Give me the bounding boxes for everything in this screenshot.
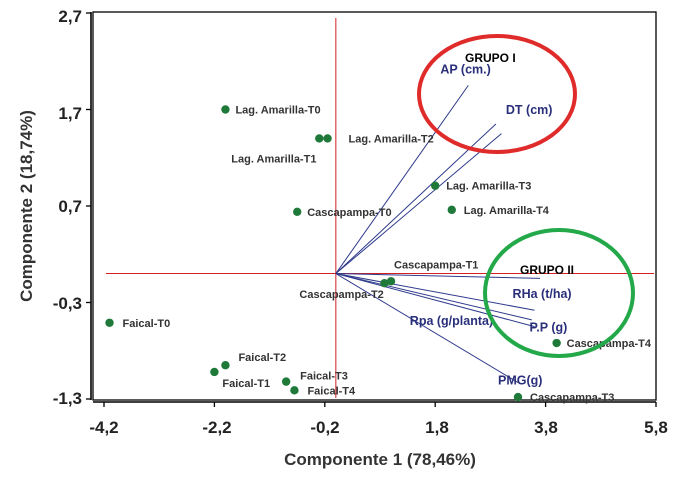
loading-vectors: AP (cm.) DT (cm) RHa (t/ha) P.P (g) Rpa (g/p…	[335, 62, 572, 388]
vector-label: AP (cm.)	[440, 62, 490, 76]
point-label: Cascapampa-T0	[307, 207, 391, 219]
group-label: GRUPO II	[520, 263, 574, 277]
loading-vector	[335, 273, 519, 384]
point-label: Faical-T0	[123, 318, 171, 330]
score-point	[293, 207, 302, 216]
loading-vector	[335, 133, 502, 274]
x-tick-label: 5,8	[644, 418, 668, 437]
loading-vector	[335, 273, 532, 321]
group-ellipses: GRUPO I GRUPO II	[417, 34, 635, 358]
plot-frame	[92, 11, 657, 401]
x-axis-title: Componente 1 (78,46%)	[284, 450, 476, 469]
point-label: Cascapampa-T3	[530, 392, 614, 404]
loading-vector	[335, 273, 535, 328]
point-label: Lag. Amarilla-T0	[235, 105, 320, 117]
point-label: Cascapampa-T4	[567, 338, 652, 350]
loading-vector	[335, 273, 541, 279]
y-tick-label: 2,7	[58, 7, 82, 26]
score-point	[447, 205, 456, 215]
score-point	[281, 377, 291, 386]
x-tick-label: 1,8	[425, 418, 449, 437]
group-ellipse	[483, 228, 635, 358]
score-point	[221, 361, 230, 370]
score-point	[552, 338, 561, 348]
score-points: Lag. Amarilla-T0 Lag. Amarilla-T1 Lag. Ama…	[105, 105, 652, 404]
loading-vector	[335, 273, 535, 311]
point-label: Lag. Amarilla-T2	[349, 133, 434, 145]
score-point	[380, 279, 389, 288]
y-axis-title: Componente 2 (18,74%)	[17, 110, 36, 302]
origin-lines	[106, 18, 654, 398]
x-tick-label: -2,2	[202, 418, 231, 437]
vector-label: DT (cm)	[506, 103, 553, 117]
x-tick-labels: -4,2 -2,2 -0,2 1,8 3,8 5,8	[89, 418, 667, 437]
x-tick-label: -0,2	[310, 418, 339, 437]
point-label: Faical-T3	[300, 371, 348, 383]
loading-vector	[335, 85, 469, 274]
score-point	[386, 277, 396, 286]
vector-label: RHa (t/ha)	[513, 287, 572, 301]
vector-label: P.P (g)	[530, 321, 568, 335]
point-label: Cascapampa-T1	[394, 259, 478, 271]
point-label: Cascapampa-T2	[299, 289, 383, 301]
score-point	[210, 367, 219, 377]
point-label: Faical-T1	[222, 378, 270, 390]
score-point	[431, 181, 440, 190]
score-point	[513, 392, 523, 402]
x-tick-label: 3,8	[534, 418, 558, 437]
y-tick-label: -1,3	[53, 389, 82, 408]
score-point	[323, 134, 332, 143]
y-tick-label: 1,7	[58, 104, 82, 123]
score-point	[221, 105, 230, 114]
loading-vector	[335, 123, 497, 274]
point-label: Lag. Amarilla-T4	[464, 205, 550, 217]
point-label: Faical-T4	[307, 385, 356, 397]
vector-label: PMG(g)	[498, 374, 542, 388]
score-point	[105, 318, 114, 327]
point-label: Faical-T2	[238, 352, 286, 364]
group-label: GRUPO I	[465, 51, 516, 65]
y-tick-label: -0,3	[53, 294, 82, 313]
y-tick-label: 0,7	[58, 197, 82, 216]
x-tick-label: -4,2	[89, 418, 118, 437]
point-label: Lag. Amarilla-T3	[446, 181, 531, 193]
tick-marks	[86, 12, 657, 407]
vector-label: Rpa (g/planta)	[410, 314, 493, 328]
y-tick-labels: -1,3 -0,3 0,7 1,7 2,7	[53, 7, 82, 408]
point-label: Lag. Amarilla-T1	[231, 153, 316, 165]
score-point	[290, 386, 299, 395]
score-point	[315, 134, 324, 143]
group-ellipse	[417, 34, 577, 154]
